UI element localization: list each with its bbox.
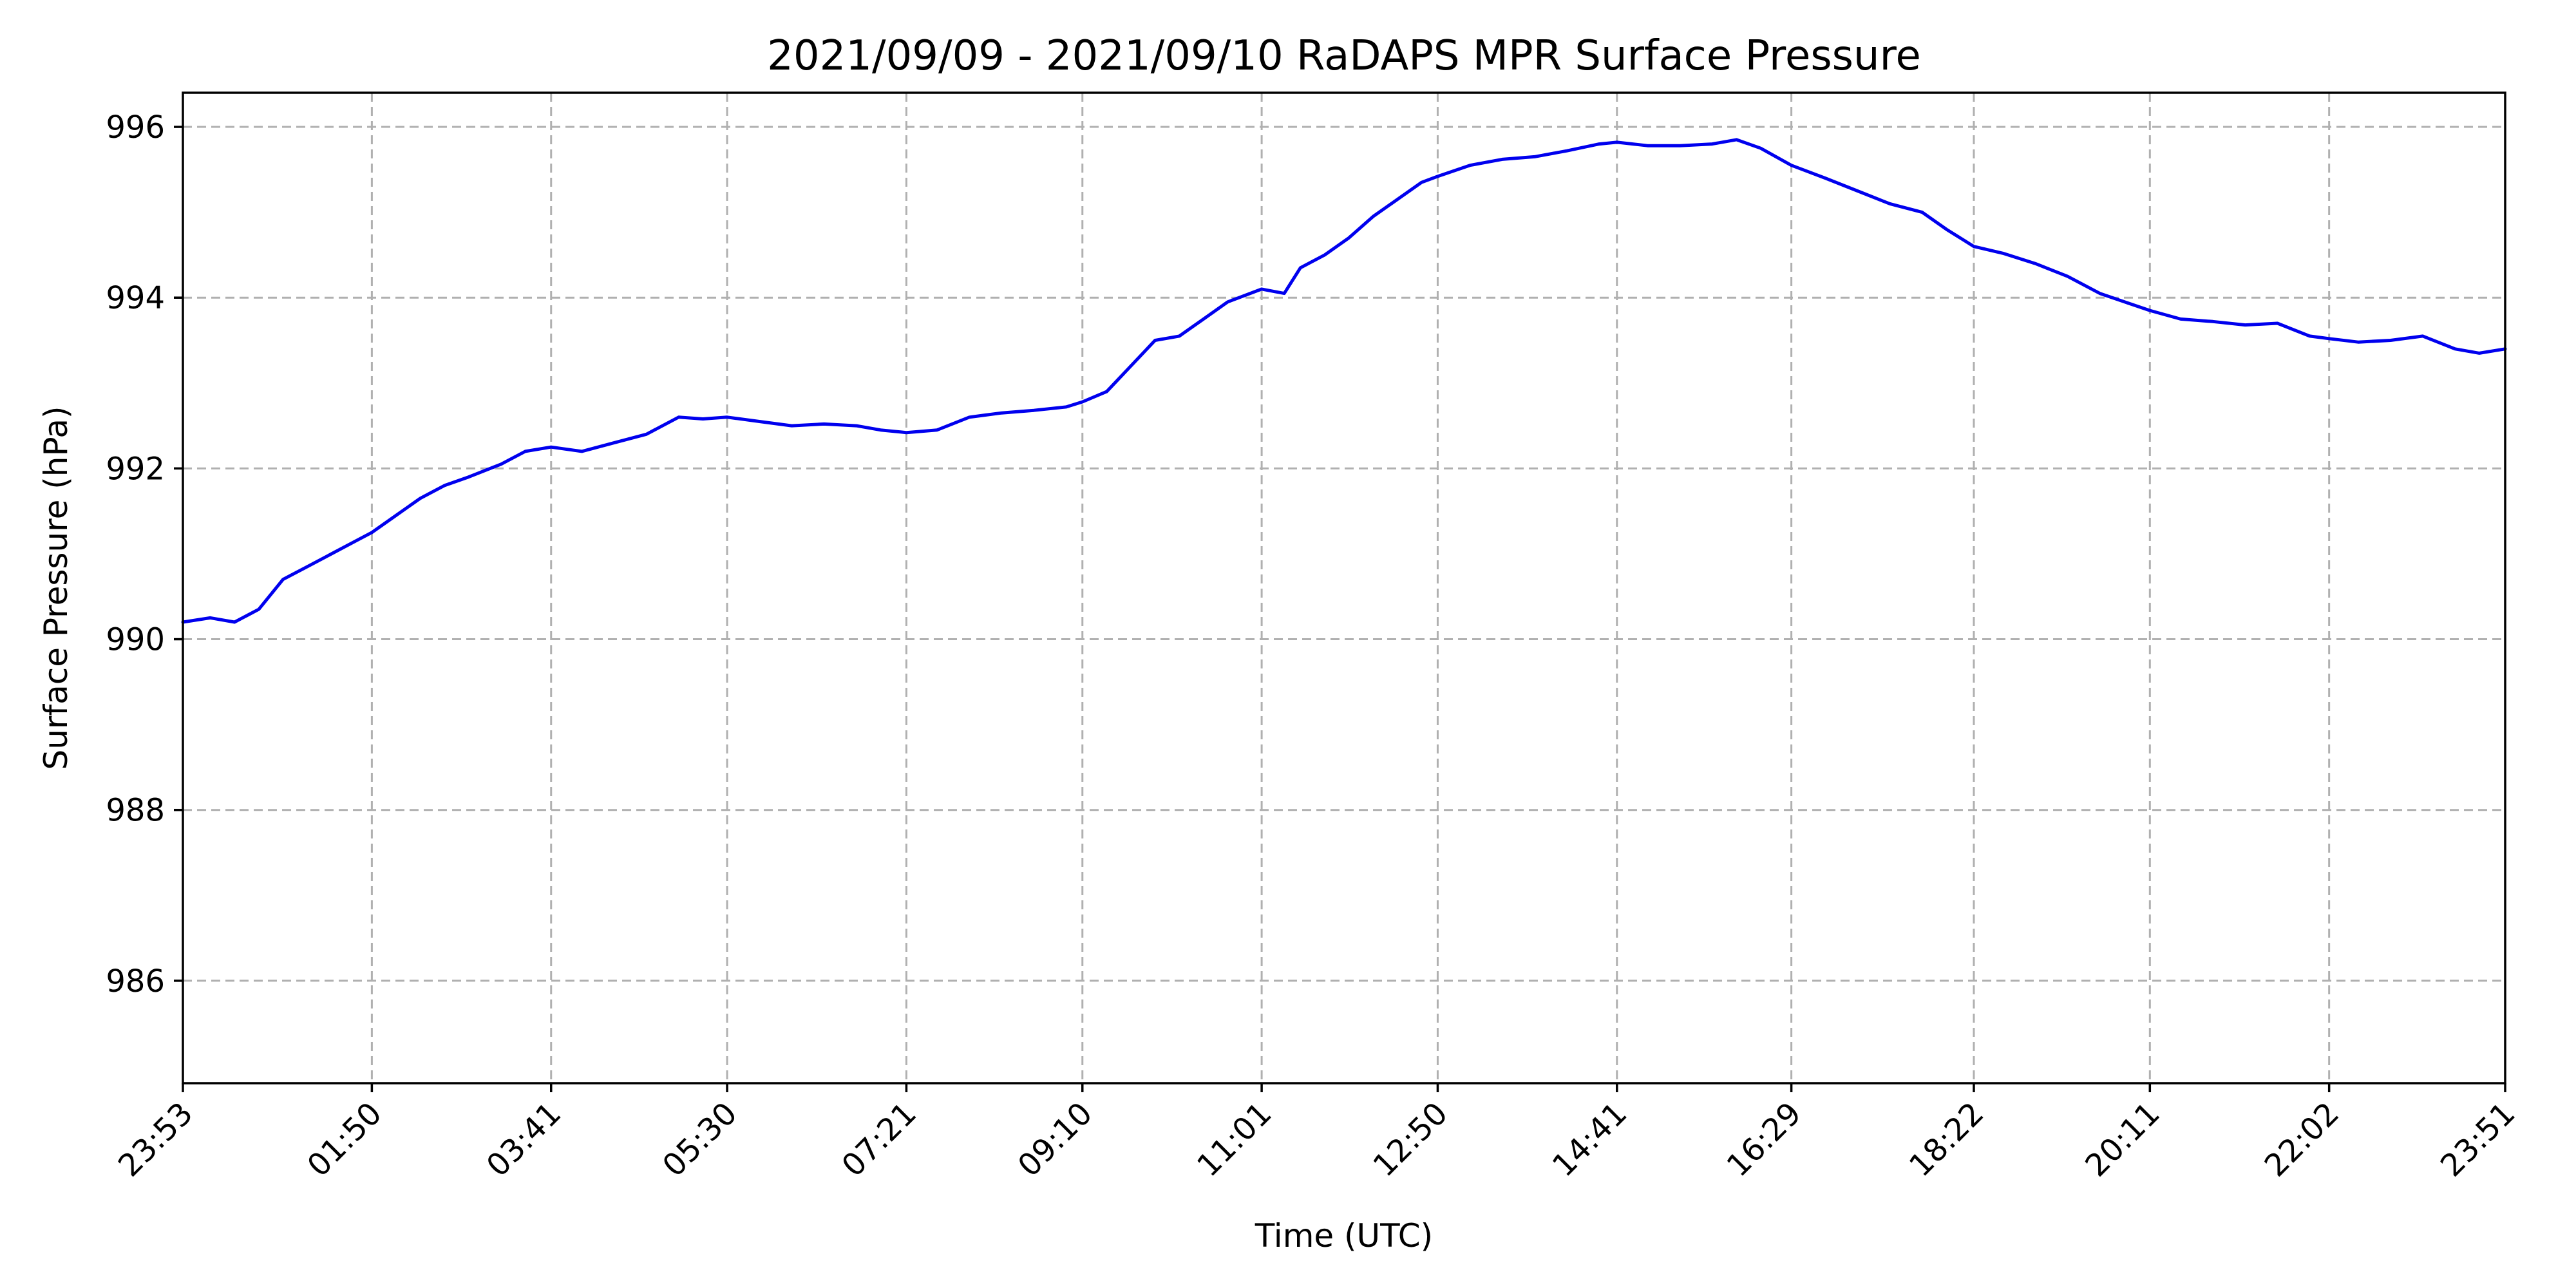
chart-title: 2021/09/09 - 2021/09/10 RaDAPS MPR Surfa… (767, 32, 1921, 80)
y-tick-label: 992 (106, 451, 165, 487)
y-tick-label: 996 (106, 109, 165, 146)
y-tick-label: 990 (106, 622, 165, 658)
y-tick-label: 988 (106, 793, 165, 829)
x-axis-label: Time (UTC) (1255, 1217, 1433, 1255)
y-ticks: 986 988 990 992 994 996 (106, 109, 183, 999)
y-tick-label: 994 (106, 280, 165, 316)
plot-frame (182, 91, 2506, 1084)
series-layer (181, 138, 2507, 624)
y-axis-label: Surface Pressure (hPa) (37, 406, 75, 770)
pressure-series-line (181, 138, 2507, 624)
y-tick-label: 986 (106, 963, 165, 999)
